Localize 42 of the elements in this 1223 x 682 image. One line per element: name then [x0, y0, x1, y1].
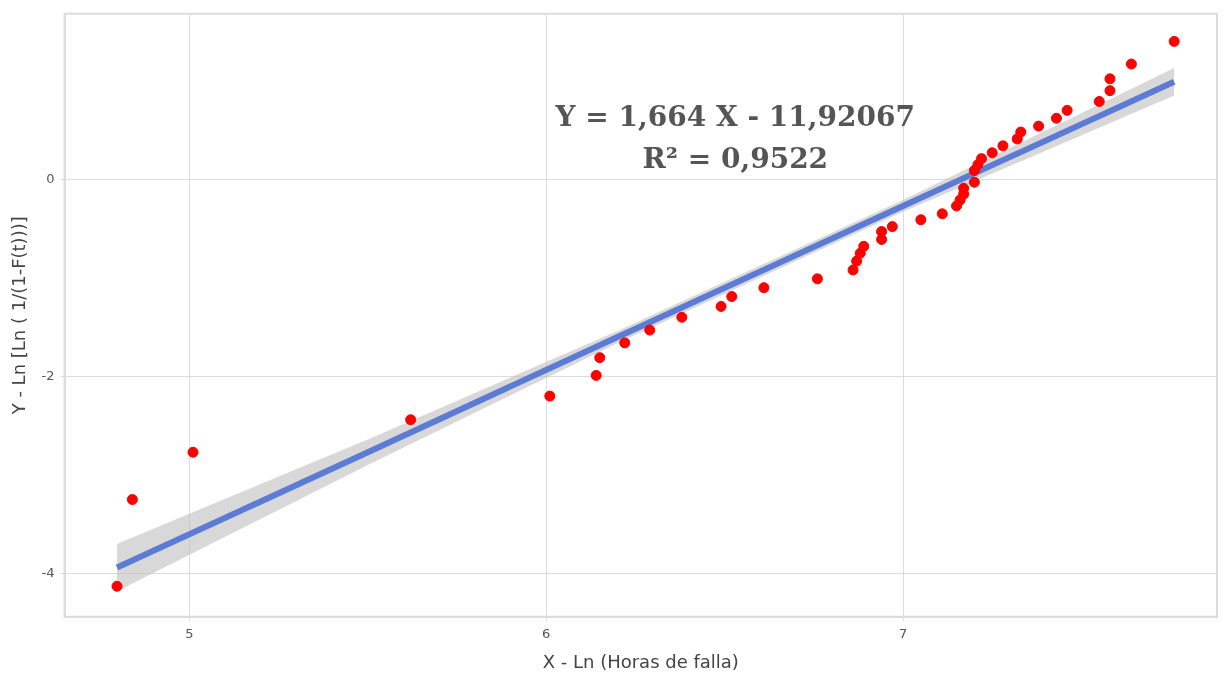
point [1093, 95, 1105, 107]
point [676, 311, 688, 323]
point [976, 153, 988, 165]
y-tick-label: 0 [46, 170, 55, 186]
point [997, 140, 1009, 152]
point [1125, 58, 1137, 70]
point [590, 369, 602, 381]
y-axis-title: Y - Ln [Ln ( 1/(1-F(t)))] [8, 216, 30, 416]
point [594, 352, 606, 364]
point [1033, 120, 1045, 132]
point [1104, 73, 1116, 85]
point [1104, 85, 1116, 97]
point [715, 300, 727, 312]
annotation: Y = 1,664 X - 11,92067 [554, 100, 915, 134]
point [847, 264, 859, 276]
point [986, 147, 998, 159]
point [968, 176, 980, 188]
point [936, 208, 948, 220]
point [758, 282, 770, 294]
annotation: R² = 0,9522 [642, 142, 829, 176]
x-tick-label: 6 [542, 625, 551, 641]
x-axis-title: X - Ln (Horas de falla) [542, 650, 739, 672]
point [915, 214, 927, 226]
point [1061, 104, 1073, 116]
point [126, 494, 138, 506]
x-tick-label: 7 [898, 625, 908, 641]
point [811, 273, 823, 285]
x-tick-label: 5 [185, 625, 194, 641]
y-tick-label: -2 [41, 367, 55, 383]
point [187, 446, 199, 458]
point [619, 337, 631, 349]
point [1015, 126, 1027, 138]
point [858, 240, 870, 252]
point [886, 221, 898, 233]
point [726, 291, 738, 303]
point [405, 414, 417, 426]
point [1168, 35, 1180, 47]
point [544, 390, 556, 402]
y-tick-label: -4 [41, 564, 55, 580]
point [111, 580, 123, 592]
point [644, 324, 656, 336]
point [1050, 112, 1062, 124]
